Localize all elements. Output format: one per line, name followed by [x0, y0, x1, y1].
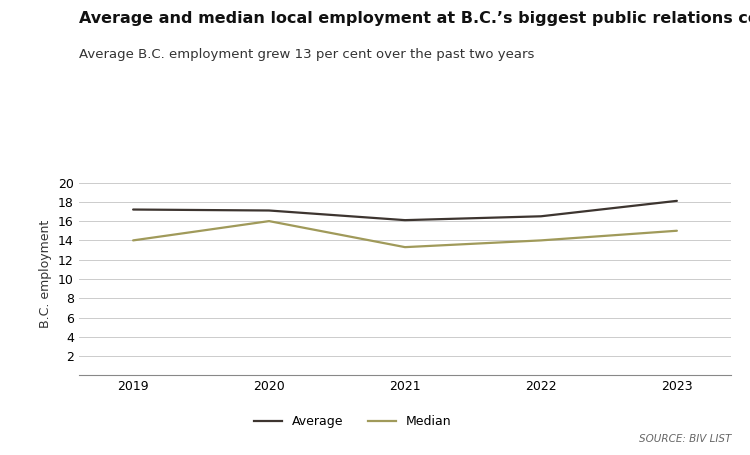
Text: Average and median local employment at B.C.’s biggest public relations companies: Average and median local employment at B… [79, 11, 750, 26]
Text: SOURCE: BIV LIST: SOURCE: BIV LIST [639, 434, 731, 444]
Text: Average B.C. employment grew 13 per cent over the past two years: Average B.C. employment grew 13 per cent… [79, 48, 534, 61]
Legend: Average, Median: Average, Median [249, 410, 456, 433]
Y-axis label: B.C. employment: B.C. employment [40, 220, 53, 328]
